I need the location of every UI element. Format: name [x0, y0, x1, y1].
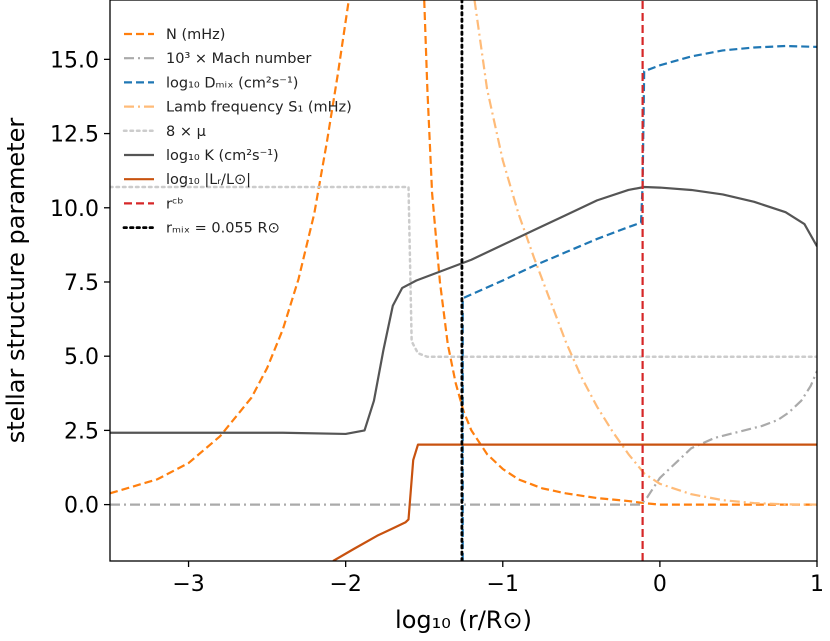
x-tick-label-1: −2: [329, 572, 361, 597]
series-line-0-0: [110, 0, 350, 495]
y-tick-label-6: 15.0: [50, 48, 99, 73]
y-tick-label-4: 10.0: [50, 197, 99, 222]
series-line-4-0: [110, 185, 817, 359]
legend-label-8: rₘᵢₓ = 0.055 R⊙: [166, 221, 280, 237]
series-line-6-0: [332, 443, 817, 561]
series-line-3-0: [473, 0, 817, 506]
axes-layer: −3 −2 −1 0 10.02.55.07.510.012.515.0: [50, 48, 824, 597]
x-tick-label-3: 0: [653, 572, 667, 597]
legend: N (mHz) 10³ × Mach number log₁₀ Dₘᵢₓ (cm²s…: [122, 27, 352, 237]
series-line-0-1: [423, 0, 817, 506]
series-line-5-0: [110, 185, 817, 436]
legend-label-5: log₁₀ K (cm²s⁻¹): [166, 148, 279, 164]
y-tick-label-0: 0.0: [64, 494, 99, 519]
x-tick-label-4: 1: [810, 572, 824, 597]
y-tick-label-3: 7.5: [64, 271, 99, 296]
y-tick-label-1: 2.5: [64, 419, 99, 444]
legend-label-2: log₁₀ Dₘᵢₓ (cm²s⁻¹): [166, 75, 298, 91]
series-line-2-0: [461, 44, 817, 561]
series-line-1-0: [110, 370, 817, 506]
y-tick-label-2: 5.0: [64, 345, 99, 370]
plot-frame: [109, 0, 818, 562]
legend-label-0: N (mHz): [166, 27, 225, 43]
legend-label-4: 8 × μ: [166, 124, 206, 140]
x-axis-title: log₁₀ (r/R⊙): [395, 606, 532, 634]
legend-label-6: log₁₀ |Lᵣ/L⊙|: [166, 172, 251, 188]
y-axis-title: stellar structure parameter: [2, 118, 30, 444]
legend-label-3: Lamb frequency S₁ (mHz): [166, 100, 352, 116]
x-tick-label-2: −1: [487, 572, 519, 597]
y-tick-label-5: 12.5: [50, 123, 99, 148]
series-layer: [110, 0, 817, 561]
x-tick-label-0: −3: [172, 572, 204, 597]
legend-label-7: rᶜᵇ: [166, 196, 184, 212]
legend-label-1: 10³ × Mach number: [166, 51, 311, 67]
